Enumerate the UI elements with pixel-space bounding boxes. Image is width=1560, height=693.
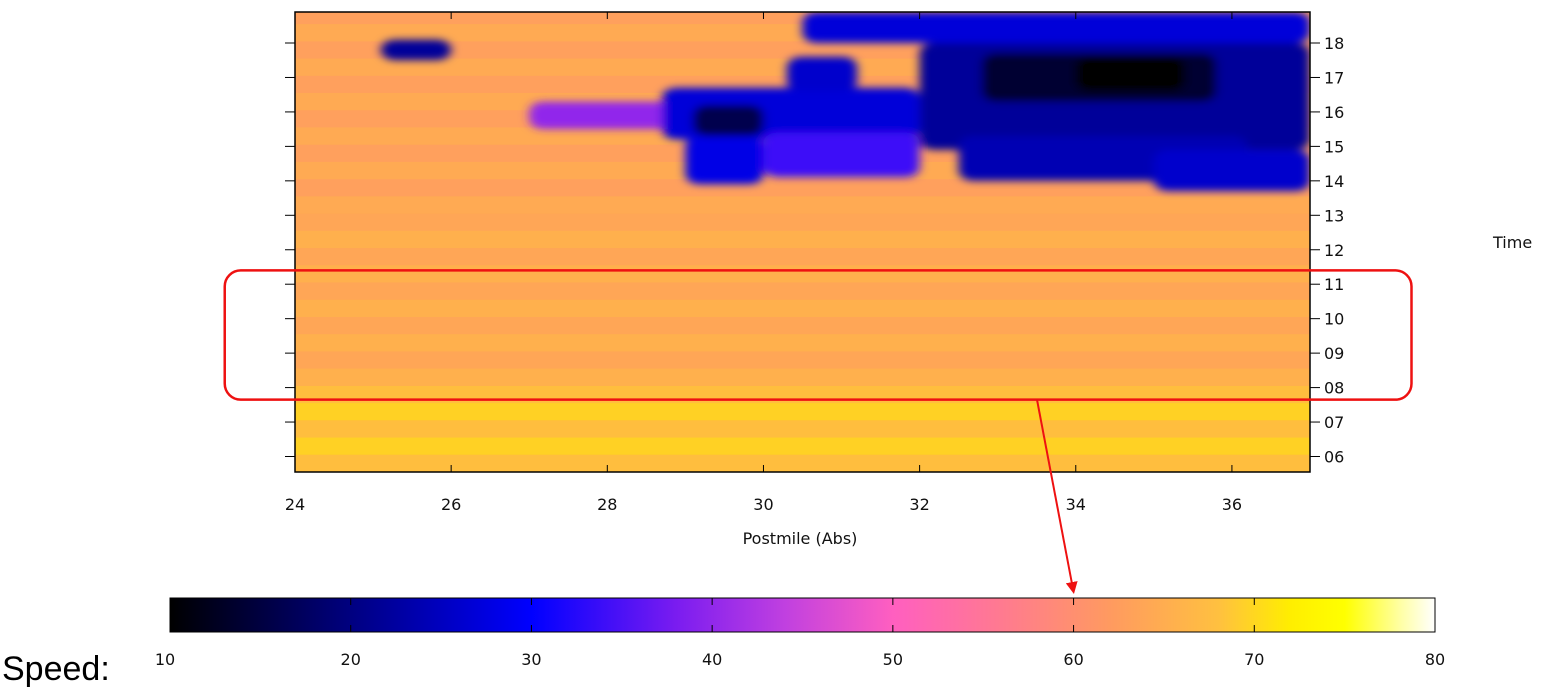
y-tick-label: 17 [1324,68,1344,87]
heatmap-time-band [295,299,1310,317]
heatmap-time-band [295,282,1310,300]
y-tick-label: 11 [1324,275,1344,294]
y-tick-label: 15 [1324,137,1344,156]
y-tick-label: 09 [1324,344,1344,363]
x-tick-label: 26 [441,495,461,514]
y-tick-label: 13 [1324,206,1344,225]
x-tick-label: 32 [909,495,929,514]
x-axis: 24 26 28 30 32 34 36 [285,12,1242,514]
y-axis-right: 06 07 08 09 10 11 12 13 14 15 16 17 18 [285,34,1344,466]
colorbar-caption: Speed: [2,650,110,688]
heatmap-cell [685,136,764,185]
heatmap-time-band [295,454,1310,472]
heatmap-time-band [295,179,1310,197]
heatmap-cell [380,39,452,61]
heatmap-cell [1153,149,1310,192]
x-tick-label: 34 [1066,495,1086,514]
heatmap-cell [763,132,920,178]
colorbar-tick-label: 40 [702,650,722,669]
heatmap-cell [529,101,701,130]
colorbar-tick-label: 20 [341,650,361,669]
y-tick-label: 14 [1324,172,1344,191]
colorbar-tick-label: 60 [1063,650,1083,669]
heatmap-time-band [295,316,1310,335]
heatmap-time-band [295,351,1310,369]
heatmap-cell [802,12,1310,44]
heatmap-cell [786,56,858,92]
highlight-rectangle [223,269,1413,401]
heatmap-time-band [295,213,1310,231]
heatmap-time-band [295,437,1310,455]
heatmap-time-band [295,334,1310,352]
y-axis-title: Time [1492,233,1532,252]
heatmap-time-band [295,420,1310,438]
heatmap-cell [693,105,764,137]
y-tick-label: 06 [1324,447,1344,466]
x-axis-title: Postmile (Abs) [743,529,858,548]
x-tick-label: 28 [597,495,617,514]
colorbar-tick-label: 80 [1425,650,1445,669]
heatmap-cell [1075,56,1186,92]
colorbar-tick-label: 30 [521,650,541,669]
heatmap-time-band [295,265,1310,283]
x-tick-label: 24 [285,495,305,514]
y-tick-label: 08 [1324,379,1344,398]
colorbar-tick-label: 10 [155,650,175,669]
y-tick-label: 18 [1324,34,1344,53]
y-tick-label: 10 [1324,310,1344,329]
y-tick-label: 07 [1324,413,1344,432]
colorbar-ticks: 10 20 30 40 50 60 70 80 [155,598,1445,669]
heatmap-time-band [295,230,1310,249]
y-tick-label: 16 [1324,103,1344,122]
heatmap-time-band [295,196,1310,214]
x-tick-label: 30 [753,495,773,514]
highlight-arrow [1036,399,1078,594]
heatmap-time-band [295,368,1310,386]
x-tick-label: 36 [1222,495,1242,514]
heatmap-congestion-regions [380,12,1310,192]
heatmap-time-band [295,248,1310,266]
plot-frame [294,11,1311,473]
colorbar-tick-label: 70 [1244,650,1264,669]
y-tick-label: 12 [1324,241,1344,260]
heatmap-time-band [295,403,1310,421]
colorbar [169,597,1436,633]
colorbar-tick-label: 50 [883,650,903,669]
heatmap-plot-area [295,12,1310,472]
